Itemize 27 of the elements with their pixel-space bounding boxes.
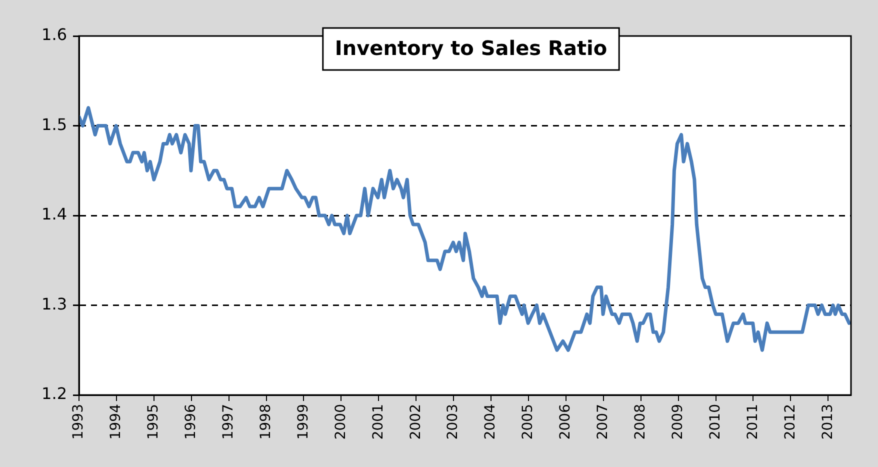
x-tick-label: 1993 [70, 404, 87, 440]
x-tick-label: 2000 [332, 404, 349, 440]
y-tick-label: 1.6 [42, 25, 67, 44]
x-tick-label: 2013 [820, 404, 836, 440]
x-tick-label: 2003 [445, 404, 462, 440]
x-tick-label: 2001 [370, 404, 386, 440]
y-tick-label: 1.4 [42, 204, 67, 224]
x-tick-label: 2008 [632, 404, 649, 440]
y-tick-label: 1.2 [42, 384, 67, 404]
x-tick-label: 2011 [744, 404, 761, 440]
y-tick-label: 1.3 [42, 294, 67, 314]
x-tick-label: 1994 [108, 404, 124, 440]
x-tick-label: 2007 [595, 404, 612, 440]
x-tick-label: 1997 [220, 404, 236, 440]
x-tick-label: 2010 [707, 404, 724, 440]
x-tick-label: 2004 [482, 404, 499, 440]
x-tick-label: 1996 [183, 404, 200, 440]
x-tick-label: 2009 [670, 404, 686, 440]
x-tick-label: 2005 [520, 404, 536, 440]
x-tick-label: 2002 [408, 404, 424, 440]
x-tick-label: 2012 [782, 404, 798, 440]
x-tick-label: 1995 [146, 404, 162, 440]
y-tick-label: 1.5 [42, 114, 67, 134]
x-tick-label: 1998 [258, 404, 274, 440]
x-tick-label: 2006 [558, 404, 574, 440]
chart-title: Inventory to Sales Ratio [334, 36, 608, 60]
x-tick-label: 1999 [295, 404, 312, 440]
